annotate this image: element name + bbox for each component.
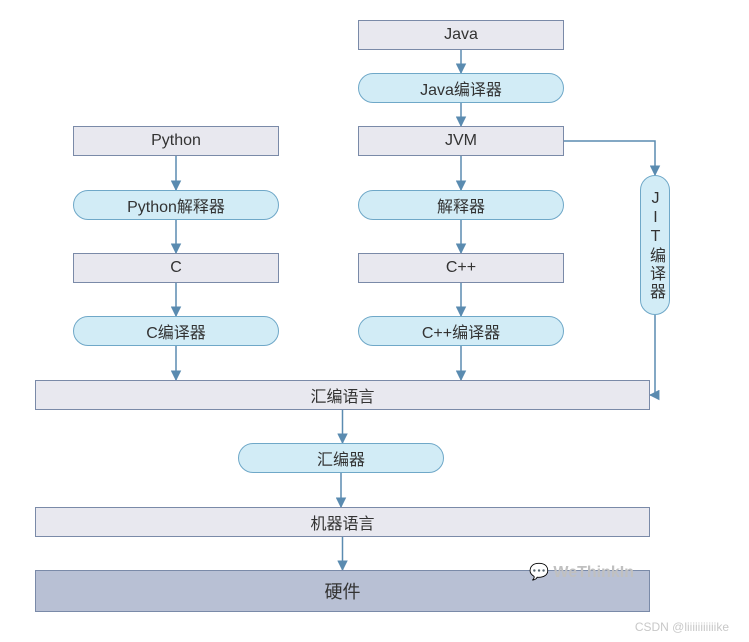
node-cpp_comp: C++编译器: [358, 316, 564, 346]
node-assembler: 汇编器: [238, 443, 444, 473]
node-machine: 机器语言: [35, 507, 650, 537]
node-py_interp: Python解释器: [73, 190, 279, 220]
node-interp: 解释器: [358, 190, 564, 220]
diagram-canvas: Java Java编译器 JVM Python Python解释器 解释器 C C++ C编译器…: [0, 0, 749, 642]
node-label: JIT编译器: [643, 190, 667, 301]
wechat-watermark: 💬 WeThinkIn: [529, 562, 634, 582]
edge-jvm-jit: [564, 141, 655, 175]
node-jvm: JVM: [358, 126, 564, 156]
node-c_comp: C编译器: [73, 316, 279, 346]
wechat-icon: 💬: [529, 564, 549, 581]
node-java_comp: Java编译器: [358, 73, 564, 103]
node-jit: JIT编译器: [640, 175, 670, 315]
wechat-brand: WeThinkIn: [553, 564, 634, 581]
node-cpp: C++: [358, 253, 564, 283]
edge-jit-asm: [650, 315, 655, 395]
node-asm: 汇编语言: [35, 380, 650, 410]
node-java: Java: [358, 20, 564, 50]
csdn-watermark: CSDN @liiiiiiiiiiike: [635, 620, 729, 634]
node-python: Python: [73, 126, 279, 156]
node-c: C: [73, 253, 279, 283]
